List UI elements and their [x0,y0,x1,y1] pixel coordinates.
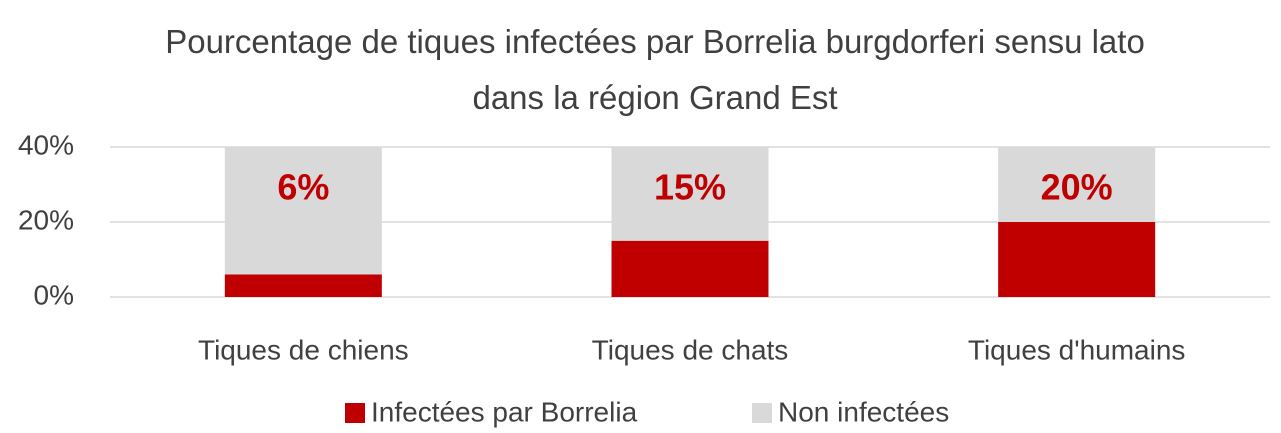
bar-segment [998,147,1156,222]
legend-swatch [345,403,365,423]
y-tick-label: 0% [34,279,74,310]
x-tick-label: Tiques de chats [592,334,789,365]
legend-label: Non infectées [778,396,949,427]
legend-swatch [752,403,772,423]
legend-label: Infectées par Borrelia [371,396,638,427]
bar-segment [611,147,769,241]
y-tick-label: 20% [18,204,74,235]
bar-segment [611,240,769,297]
x-tick-label: Tiques de chiens [198,334,409,365]
chart-title: Pourcentage de tiques infectées par Borr… [165,23,1145,116]
data-label: 20% [1041,167,1113,208]
bar-segment [998,222,1156,297]
x-tick-label: Tiques d'humains [968,334,1186,365]
bar-segment [224,274,382,297]
bar-segment [224,147,382,275]
data-label: 6% [277,167,329,208]
y-tick-label: 40% [18,129,74,160]
data-label: 15% [654,167,726,208]
